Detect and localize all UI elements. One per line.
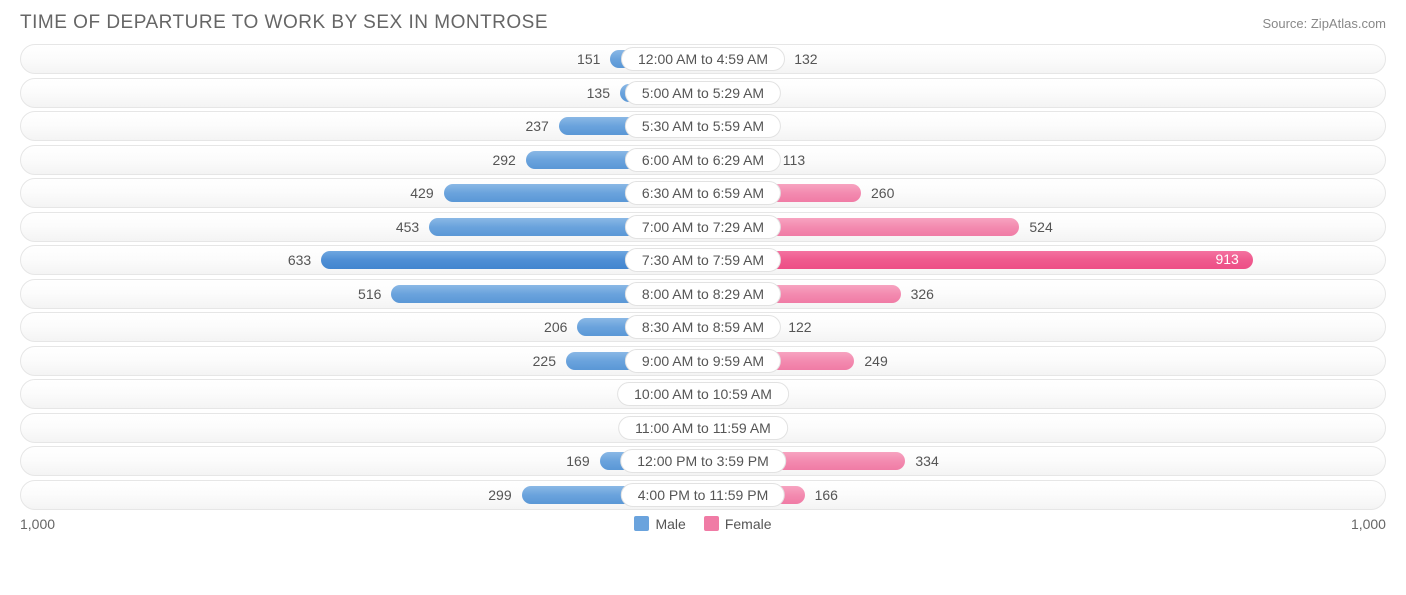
male-value: 169 — [558, 453, 597, 469]
male-value: 206 — [536, 319, 575, 335]
female-value: 249 — [856, 353, 895, 369]
female-value: 132 — [786, 51, 825, 67]
time-range-label: 11:00 AM to 11:59 AM — [618, 416, 788, 440]
data-row: 583210:00 AM to 10:59 AM — [20, 379, 1386, 409]
male-value: 453 — [388, 219, 427, 235]
male-value: 516 — [350, 286, 389, 302]
female-value: 260 — [863, 185, 902, 201]
source-attribution: Source: ZipAtlas.com — [1262, 16, 1386, 31]
legend-item-female: Female — [704, 516, 772, 532]
female-value: 166 — [807, 487, 846, 503]
data-row: 633 913 7:30 AM to 7:59 AM — [20, 245, 1386, 275]
male-value: 292 — [484, 152, 523, 168]
male-value: 135 — [579, 85, 618, 101]
time-range-label: 8:00 AM to 8:29 AM — [625, 282, 781, 306]
data-row: 2921136:00 AM to 6:29 AM — [20, 145, 1386, 175]
male-swatch-icon — [634, 516, 649, 531]
time-range-label: 7:30 AM to 7:59 AM — [625, 248, 781, 272]
male-value: 225 — [525, 353, 564, 369]
data-row: 169 334 12:00 PM to 3:59 PM — [20, 446, 1386, 476]
data-row: 299 166 4:00 PM to 11:59 PM — [20, 480, 1386, 510]
axis-left-max: 1,000 — [20, 516, 55, 532]
time-range-label: 6:00 AM to 6:29 AM — [625, 148, 781, 172]
female-value: 524 — [1021, 219, 1060, 235]
chart-header: TIME OF DEPARTURE TO WORK BY SEX IN MONT… — [20, 12, 1386, 34]
male-value: 151 — [569, 51, 608, 67]
female-value: 913 — [1207, 251, 1246, 267]
male-value: 299 — [480, 487, 519, 503]
female-swatch-icon — [704, 516, 719, 531]
chart-area: 151 13212:00 AM to 4:59 AM 135345:00 AM to… — [20, 44, 1386, 510]
female-value: 334 — [907, 453, 946, 469]
legend-female-label: Female — [725, 516, 772, 532]
legend: Male Female — [634, 516, 771, 532]
male-value: 633 — [280, 252, 319, 268]
time-range-label: 9:00 AM to 9:59 AM — [625, 349, 781, 373]
data-row: 606711:00 AM to 11:59 AM — [20, 413, 1386, 443]
data-row: 237515:30 AM to 5:59 AM — [20, 111, 1386, 141]
data-row: 429 260 6:30 AM to 6:59 AM — [20, 178, 1386, 208]
legend-item-male: Male — [634, 516, 685, 532]
time-range-label: 12:00 PM to 3:59 PM — [620, 449, 786, 473]
axis-right-max: 1,000 — [1351, 516, 1386, 532]
female-value: 122 — [780, 319, 819, 335]
data-row: 206 1228:30 AM to 8:59 AM — [20, 312, 1386, 342]
time-range-label: 5:30 AM to 5:59 AM — [625, 114, 781, 138]
data-row: 135345:00 AM to 5:29 AM — [20, 78, 1386, 108]
male-value: 237 — [517, 118, 556, 134]
time-range-label: 6:30 AM to 6:59 AM — [625, 181, 781, 205]
data-row: 453 524 7:00 AM to 7:29 AM — [20, 212, 1386, 242]
time-range-label: 5:00 AM to 5:29 AM — [625, 81, 781, 105]
time-range-label: 7:00 AM to 7:29 AM — [625, 215, 781, 239]
female-bar: 913 — [705, 251, 1253, 269]
time-range-label: 8:30 AM to 8:59 AM — [625, 315, 781, 339]
data-row: 516 326 8:00 AM to 8:29 AM — [20, 279, 1386, 309]
female-value: 326 — [903, 286, 942, 302]
legend-male-label: Male — [655, 516, 685, 532]
chart-title: TIME OF DEPARTURE TO WORK BY SEX IN MONT… — [20, 12, 548, 34]
data-row: 225 249 9:00 AM to 9:59 AM — [20, 346, 1386, 376]
male-value: 429 — [402, 185, 441, 201]
data-row: 151 13212:00 AM to 4:59 AM — [20, 44, 1386, 74]
chart-footer: 1,000 Male Female 1,000 — [20, 516, 1386, 532]
time-range-label: 4:00 PM to 11:59 PM — [621, 483, 785, 507]
time-range-label: 10:00 AM to 10:59 AM — [617, 382, 789, 406]
time-range-label: 12:00 AM to 4:59 AM — [621, 47, 785, 71]
